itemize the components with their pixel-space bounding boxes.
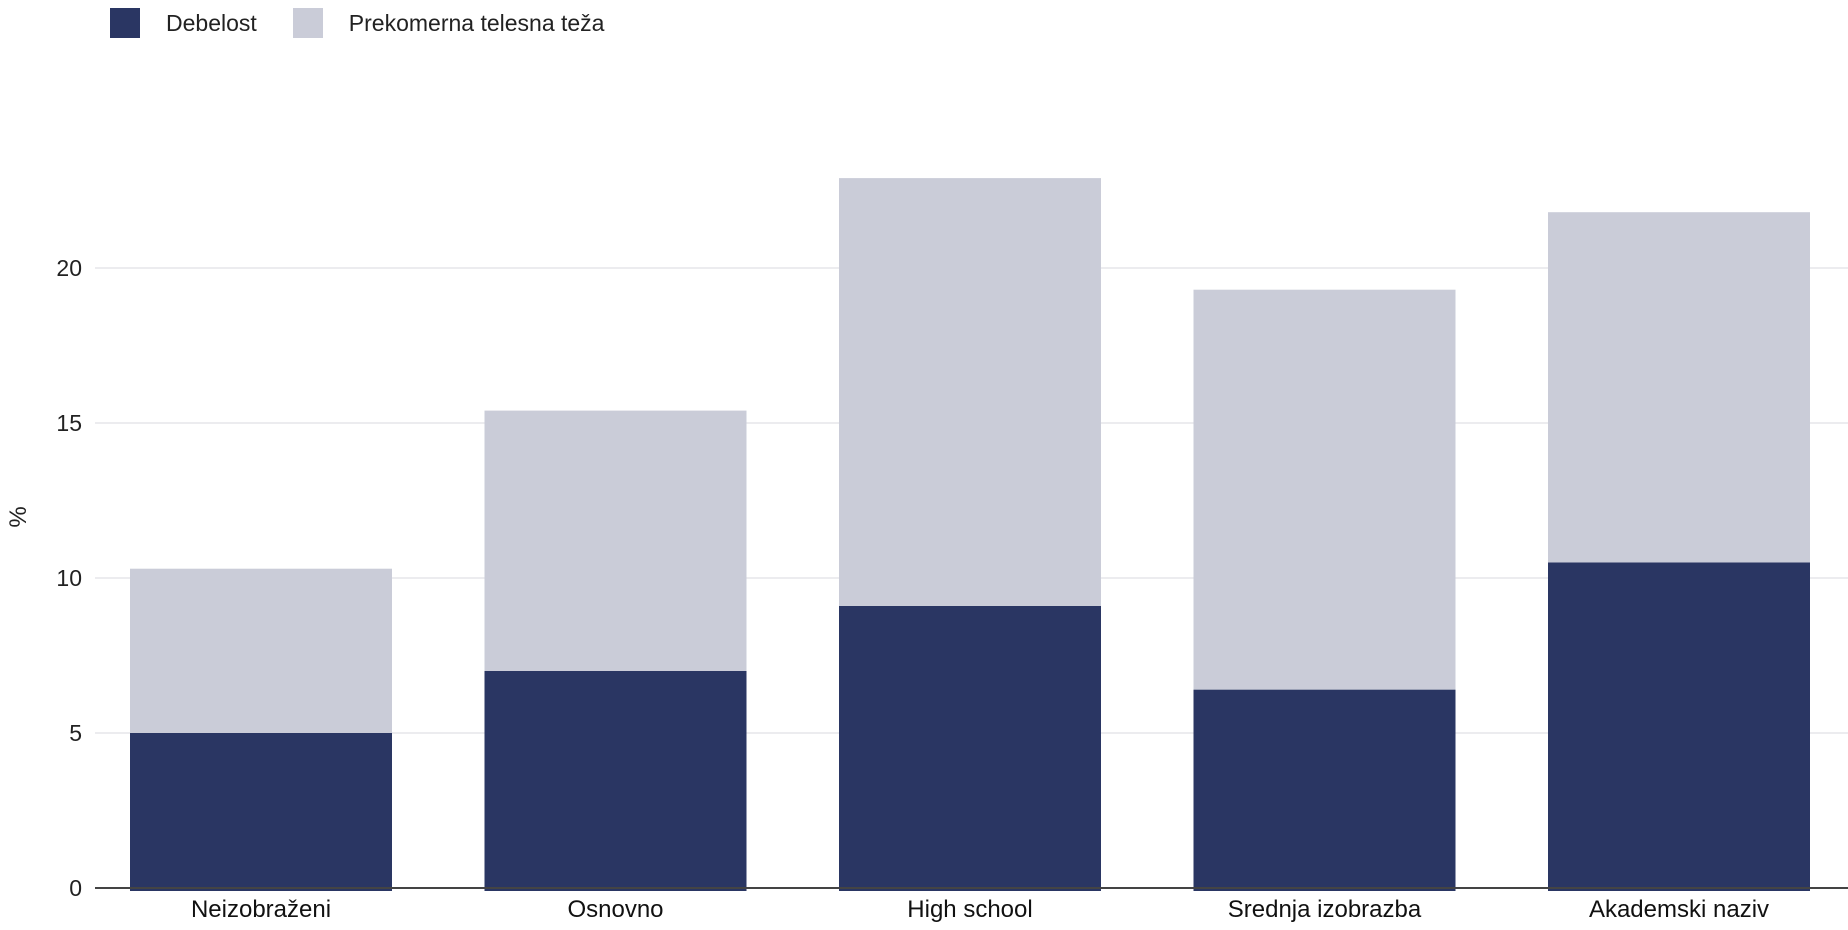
y-tick-label: 15 [56, 410, 82, 436]
bar-segment-prekomerna-3[interactable] [1193, 289, 1456, 690]
y-tick-label: 5 [69, 720, 82, 746]
y-tick-label: 20 [56, 255, 82, 281]
bar-segment-prekomerna-4[interactable] [1548, 212, 1810, 563]
legend-item-prekomerna[interactable]: Prekomerna telesna teža [292, 8, 605, 38]
bar-segment-prekomerna-1[interactable] [484, 410, 747, 671]
legend-label-debelost: Debelost [166, 9, 257, 36]
x-category-label: Akademski naziv [1589, 896, 1769, 923]
legend: Debelost Prekomerna telesna teža [110, 8, 640, 38]
x-category-label: Neizobraženi [191, 896, 331, 923]
y-axis-label: % [5, 506, 32, 527]
x-category-label: Osnovno [567, 896, 663, 923]
x-category-label: Srednja izobrazba [1228, 896, 1422, 923]
legend-swatch-debelost [110, 8, 140, 38]
legend-label-prekomerna: Prekomerna telesna teža [348, 9, 605, 36]
bar-segment-debelost-1[interactable] [484, 671, 747, 891]
legend-item-debelost[interactable]: Debelost [110, 8, 257, 38]
x-category-label: High school [907, 896, 1032, 923]
bar-segment-debelost-2[interactable] [839, 605, 1101, 891]
x-axis-labels: Neizobraženi Osnovno High school Srednja iz… [191, 896, 1769, 923]
bars [130, 178, 1810, 891]
legend-swatch-prekomerna [292, 8, 323, 38]
y-tick-label: 0 [69, 875, 82, 901]
bar-segment-prekomerna-2[interactable] [839, 178, 1101, 606]
bar-segment-debelost-0[interactable] [130, 733, 392, 891]
y-axis-ticks: 0 5 10 15 20 [56, 255, 82, 901]
bar-segment-prekomerna-0[interactable] [130, 568, 392, 733]
bar-segment-debelost-4[interactable] [1548, 562, 1810, 892]
y-tick-label: 10 [56, 565, 82, 591]
bar-segment-debelost-3[interactable] [1193, 689, 1456, 891]
